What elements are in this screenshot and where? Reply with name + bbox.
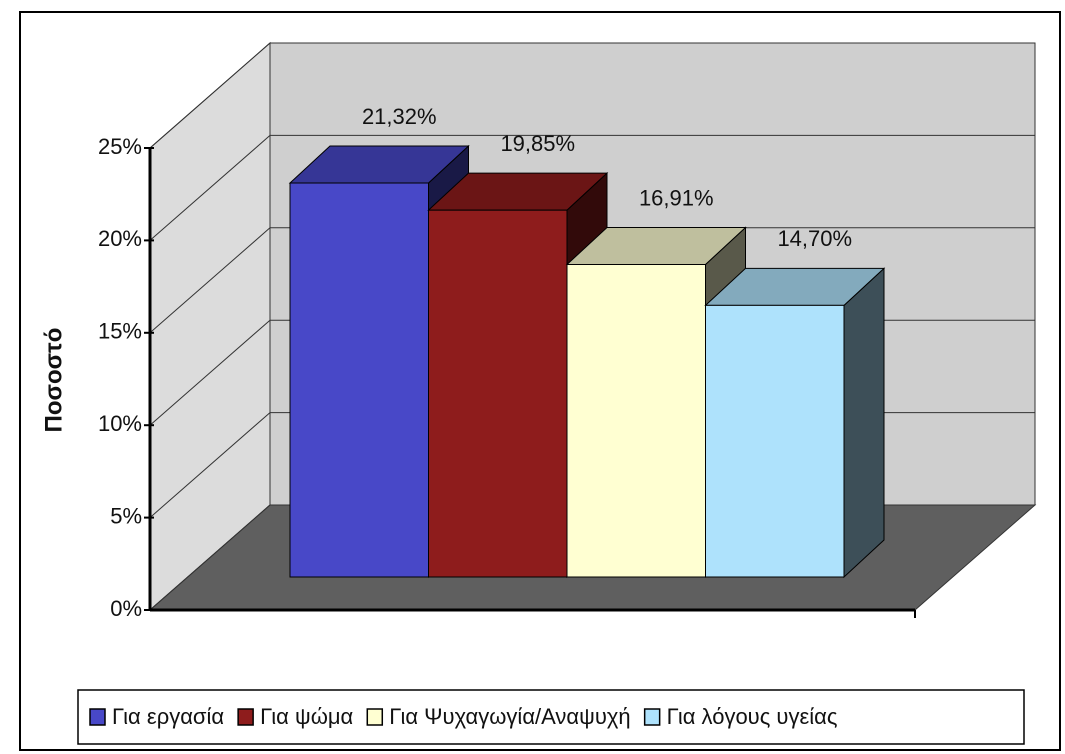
y-tick-label: 15%	[98, 319, 142, 344]
value-label: 14,70%	[777, 226, 852, 251]
grid-line	[149, 504, 271, 611]
legend-box	[77, 689, 1025, 745]
legend-swatch	[366, 708, 384, 726]
legend-label: Για ψώμα	[260, 704, 353, 729]
legend-label: Για εργασία	[112, 704, 224, 729]
bar	[428, 209, 568, 578]
legend-swatch	[89, 708, 106, 726]
legend-swatch	[643, 708, 661, 726]
value-label: 16,91%	[639, 185, 714, 210]
y-tick-label: 5%	[110, 503, 142, 528]
grid-line	[149, 42, 271, 149]
grid-line	[149, 319, 271, 426]
value-label: 21,32%	[362, 104, 437, 129]
grid-line	[149, 412, 271, 518]
legend-label: Για λόγους υγείας	[667, 704, 838, 729]
bar	[289, 182, 429, 578]
y-tick-label: 25%	[98, 134, 142, 159]
y-tick-label: 0%	[110, 596, 142, 621]
bar	[566, 264, 706, 578]
legend-swatch	[237, 708, 254, 726]
bar	[705, 304, 845, 578]
y-tick-label: 20%	[98, 226, 142, 251]
bar-side	[843, 267, 885, 579]
grid-line	[149, 135, 271, 241]
legend-label: Για Ψυχαγωγία/Αναψυχή	[389, 704, 630, 729]
y-axis-title: Ποσοστό	[40, 328, 67, 433]
grid-line	[149, 227, 271, 334]
y-tick-label: 10%	[98, 411, 142, 436]
value-label: 19,85%	[500, 131, 575, 156]
